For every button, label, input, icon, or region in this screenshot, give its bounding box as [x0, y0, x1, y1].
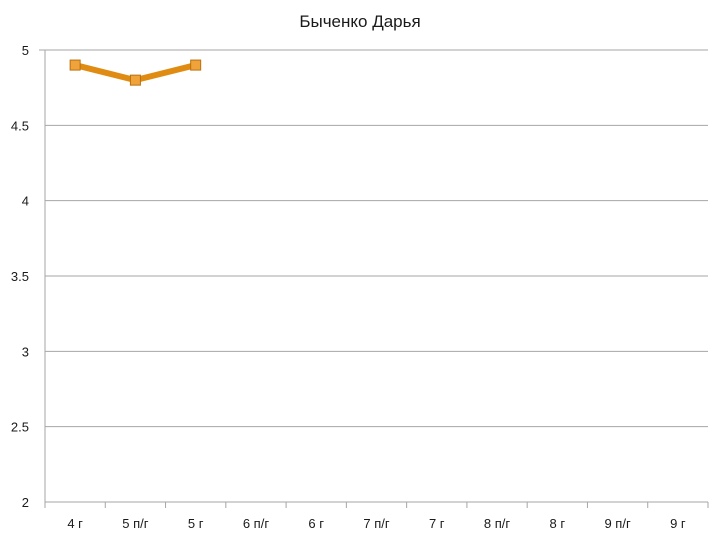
x-tick-labels: 4 г 5 п/г 5 г 6 п/г 6 г 7 п/г 7 г 8 п/г 8 г 9 п/г… — [67, 516, 686, 531]
axes — [39, 49, 709, 508]
y-tick-label: 3 — [22, 344, 29, 359]
y-tick-labels: 2 2.5 3 3.5 4 4.5 5 — [11, 43, 29, 510]
series — [69, 59, 202, 86]
x-tick-label: 4 г — [67, 516, 83, 531]
x-tick-label: 6 п/г — [243, 516, 269, 531]
x-tick-label: 8 п/г — [484, 516, 510, 531]
chart-title: Быченко Дарья — [299, 12, 420, 31]
x-tick-label: 8 г — [550, 516, 566, 531]
data-point — [69, 59, 81, 71]
y-tick-label: 2.5 — [11, 420, 29, 435]
y-tick-label: 5 — [22, 43, 29, 58]
x-tick-label: 7 п/г — [363, 516, 389, 531]
y-tick-label: 2 — [22, 495, 29, 510]
x-tick-label: 5 п/г — [122, 516, 148, 531]
x-tick-label: 9 г — [670, 516, 686, 531]
gridlines — [45, 49, 708, 428]
y-tick-label: 4.5 — [11, 118, 29, 133]
y-tick-label: 3.5 — [11, 269, 29, 284]
x-tick-label: 9 п/г — [604, 516, 630, 531]
x-tick-label: 6 г — [308, 516, 324, 531]
y-tick-label: 4 — [22, 194, 29, 209]
x-tick-label: 5 г — [188, 516, 204, 531]
data-point — [190, 59, 202, 71]
x-tick-label: 7 г — [429, 516, 445, 531]
data-point — [129, 74, 141, 86]
